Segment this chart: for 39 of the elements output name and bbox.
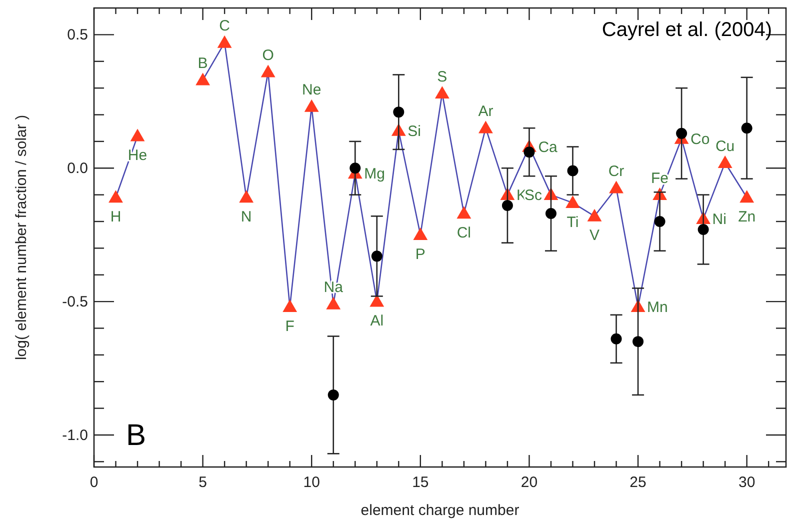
x-tick-label: 15	[412, 474, 429, 491]
annotation: Zn	[738, 208, 756, 226]
annotation: Mg	[364, 165, 385, 182]
annotation: Mn	[647, 298, 668, 316]
annotation: N	[240, 208, 252, 226]
x-tick-label: 20	[520, 474, 538, 491]
annotation: Cayrel et al. (2004)	[602, 19, 772, 41]
x-tick-label: 0	[90, 474, 98, 491]
annotation: O	[262, 47, 274, 64]
annotation: Cu	[715, 138, 735, 155]
annotation: Ni	[712, 210, 726, 228]
annotation: F	[285, 318, 294, 335]
y-tick-label: 0.0	[67, 160, 88, 178]
annotation: B	[198, 55, 208, 72]
y-tick-label: 0.5	[67, 26, 88, 44]
annotation: Ti	[566, 214, 579, 231]
annotation: B	[126, 419, 146, 452]
annotation: Ca	[538, 138, 558, 156]
y-tick-label: -0.5	[62, 294, 88, 311]
x-tick-label: 30	[738, 474, 756, 491]
y-tick-label: -1.0	[62, 426, 88, 444]
annotation: Co	[690, 130, 710, 148]
annotation: H	[110, 208, 122, 226]
annotation: C	[219, 18, 230, 35]
annotation: V	[589, 227, 600, 244]
x-tick-label: 5	[198, 474, 207, 491]
y-axis-title: log( element number fraction / solar )	[13, 114, 30, 360]
x-tick-label: 10	[303, 474, 320, 491]
annotation: Cl	[456, 224, 472, 242]
x-tick-label: 25	[630, 474, 646, 491]
annotation: Si	[408, 122, 421, 140]
annotation: Ne	[302, 82, 322, 99]
x-axis-title: element charge number	[360, 502, 520, 519]
annotation: S	[437, 68, 448, 86]
annotation: Sc	[524, 186, 542, 204]
annotation: P	[415, 246, 426, 263]
annotation: Al	[370, 312, 384, 330]
annotation: Cr	[608, 163, 624, 180]
annotation: Ar	[478, 103, 494, 120]
